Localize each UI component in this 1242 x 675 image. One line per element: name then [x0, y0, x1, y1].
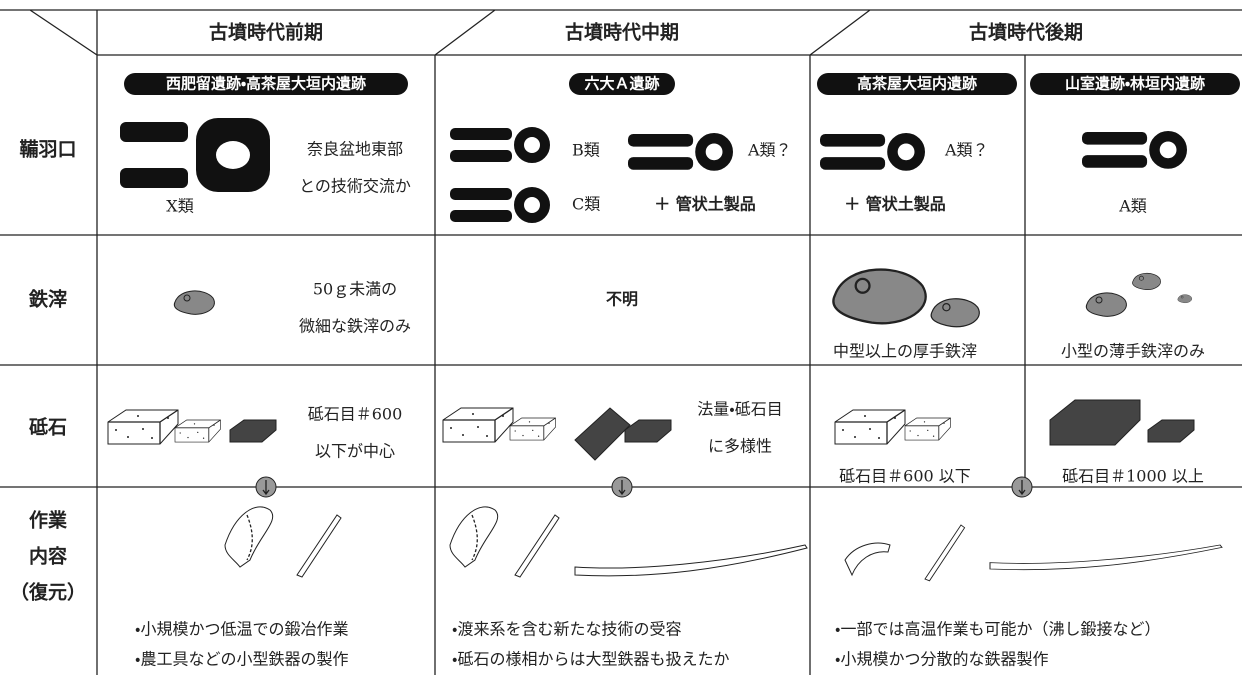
cell-text: 砥石目＃600 [308, 405, 403, 424]
cell-text: に多様性 [708, 437, 772, 456]
tool-icons [224, 506, 1223, 582]
cell-text: ・砥石の様相からは大型鉄器も扱えたか [452, 650, 729, 669]
cell-text: ＋ 管状土製品 [654, 195, 756, 214]
cell-text: ・小規模かつ低温での鍛冶作業 [135, 620, 348, 639]
cell-text: C類 [572, 195, 600, 214]
site: 高茶屋大垣内遺跡 [857, 75, 977, 93]
cell-text: 砥石目＃600 以下 [839, 467, 971, 486]
tuyere-icons [120, 118, 1182, 222]
period: 古墳時代中期 [565, 21, 679, 44]
cell-text: 奈良盆地東部 [307, 140, 403, 159]
site: 六大Ａ遺跡 [584, 75, 659, 93]
cell-text: 法量・砥石目 [697, 400, 782, 419]
cells: X類 奈良盆地東部 との技術交流か B類 A類？ C類 ＋ 管状土製品 A類？ … [135, 140, 1205, 669]
row-label: （復元） [10, 581, 86, 604]
cell-text: X類 [166, 197, 193, 216]
cell-text: A類？ [747, 141, 792, 160]
cell-text: 小型の薄手鉄滓のみ [1061, 342, 1205, 361]
row-label: 内容 [29, 545, 67, 568]
cell-text: 不明 [606, 290, 638, 309]
cell-text: ・渡来系を含む新たな技術の受容 [452, 620, 681, 639]
row-label: 砥石 [29, 416, 67, 439]
cell-text: 微細な鉄滓のみ [299, 317, 411, 336]
row-label: 作業 [29, 509, 68, 532]
cell-text: B類 [572, 141, 600, 160]
cell-text: との技術交流か [299, 177, 411, 196]
row-label: 鉄滓 [28, 288, 67, 311]
cell-text: 砥石目＃1000 以上 [1062, 467, 1204, 486]
grid [0, 9, 1242, 675]
cell-text: A類 [1118, 197, 1147, 216]
cell-text: ＋ 管状土製品 [844, 195, 946, 214]
cell-text: 50ｇ未満の [313, 280, 397, 299]
period: 古墳時代前期 [209, 21, 323, 44]
cell-text: 以下が中心 [315, 442, 395, 461]
cell-text: A類？ [944, 141, 989, 160]
whetstone-icons [107, 399, 1195, 461]
cell-text: ・農工具などの小型鉄器の製作 [135, 650, 348, 669]
cell-text: ・小規模かつ分散的な鉄器製作 [835, 650, 1048, 669]
site: 西肥留遺跡・高茶屋大垣内遺跡 [166, 75, 366, 93]
row-label: 鞴羽口 [19, 138, 76, 161]
site-pills [124, 73, 1240, 95]
site: 山室遺跡・林垣内遺跡 [1065, 75, 1205, 93]
cell-text: ・一部では高温作業も可能か（沸し鍛接など） [835, 620, 1160, 639]
period: 古墳時代後期 [969, 21, 1083, 44]
cell-text: 中型以上の厚手鉄滓 [833, 342, 977, 361]
